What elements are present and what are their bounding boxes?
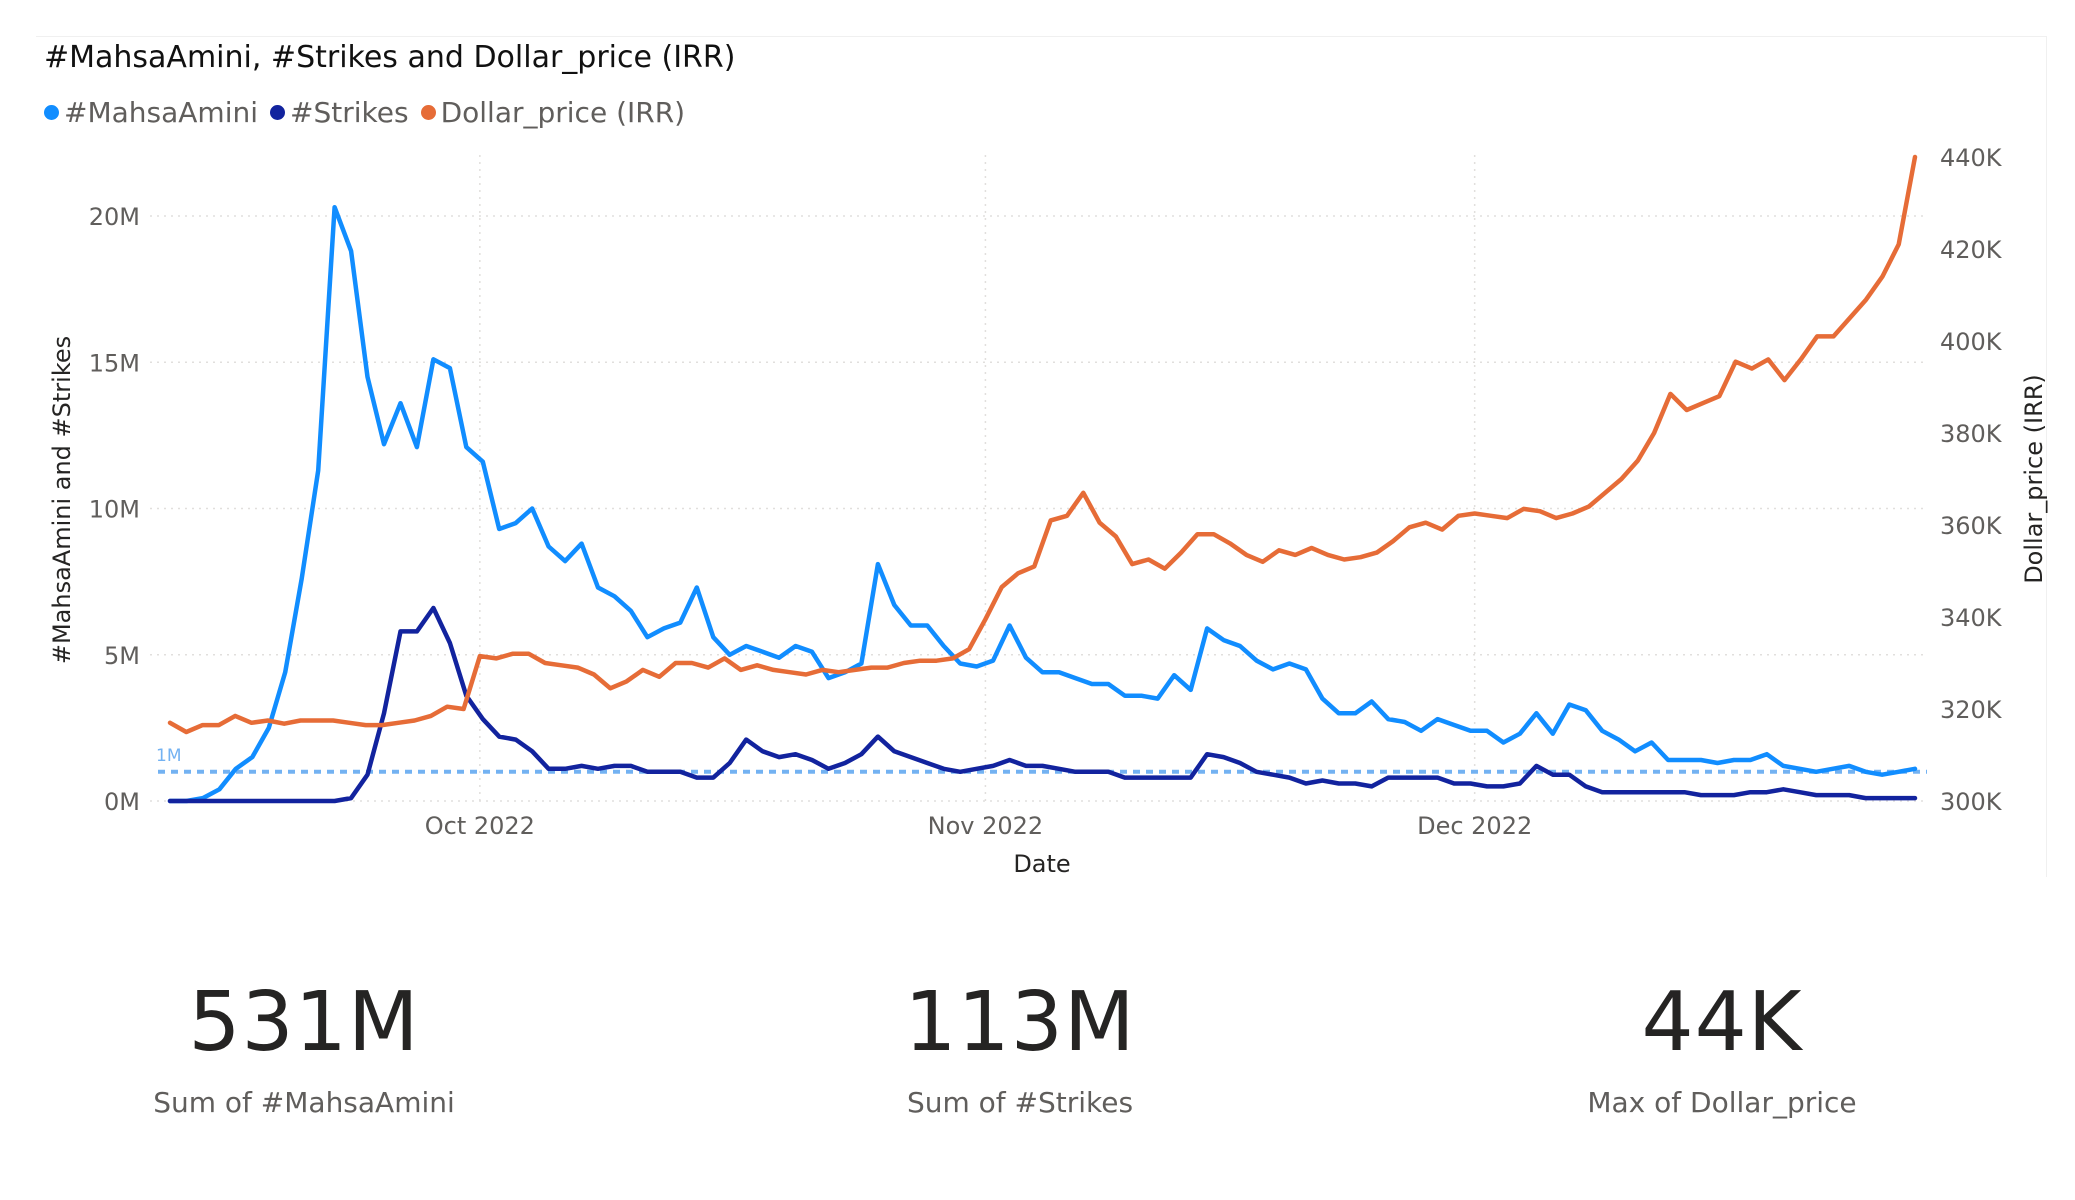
kpi-card-strikes: 113M Sum of #Strikes bbox=[810, 975, 1230, 1120]
kpi-value-dollar-price: 44K bbox=[1641, 975, 1803, 1070]
y-right-tick-label-6: 420K bbox=[1940, 236, 2003, 264]
y-left-tick-label-1: 5M bbox=[104, 642, 140, 670]
chart-title: #MahsaAmini, #Strikes and Dollar_price (… bbox=[44, 40, 736, 75]
legend-label-strikes: #Strikes bbox=[290, 96, 409, 129]
x-tick-label-1: Nov 2022 bbox=[928, 812, 1044, 840]
series-line-dollar-price-irr[interactable] bbox=[167, 154, 1918, 735]
legend-label-dollar-price: Dollar_price (IRR) bbox=[440, 96, 686, 129]
x-tick-label-0: Oct 2022 bbox=[425, 812, 535, 840]
line-chart[interactable]: 0M 5M 10M 15M 20M 300K 320K 340K 360K 380K 400K 420… bbox=[0, 0, 2075, 900]
y-right-tick-label-7: 440K bbox=[1940, 144, 2003, 172]
kpi-label-strikes: Sum of #Strikes bbox=[906, 1086, 1134, 1119]
reference-line-label: 1M bbox=[156, 746, 181, 766]
legend-dot-strikes bbox=[270, 105, 286, 120]
y-right-tick-label-3: 360K bbox=[1940, 512, 2003, 540]
legend-item-strikes[interactable]: #Strikes bbox=[270, 96, 409, 129]
y-left-tick-label-0: 0M bbox=[104, 788, 140, 816]
y-left-tick-label-2: 10M bbox=[89, 496, 140, 524]
series-line-strikes[interactable] bbox=[167, 605, 1918, 804]
chart-visual-frame bbox=[36, 36, 2047, 877]
kpi-label-dollar-price: Max of Dollar_price bbox=[1587, 1086, 1857, 1119]
y-right-tick-label-5: 400K bbox=[1940, 328, 2003, 356]
y-right-tick-label-0: 300K bbox=[1940, 788, 2003, 816]
y-right-tick-label-1: 320K bbox=[1940, 696, 2003, 724]
x-tick-label-2: Dec 2022 bbox=[1417, 812, 1532, 840]
kpi-card-dollar-price: 44K Max of Dollar_price bbox=[1512, 975, 1932, 1120]
y-right-axis-title: Dollar_price (IRR) bbox=[2020, 374, 2048, 584]
kpi-card-mahsaamini: 531M Sum of #MahsaAmini bbox=[94, 975, 514, 1120]
legend-item-dollar-price[interactable]: Dollar_price (IRR) bbox=[420, 96, 686, 129]
chart-legend: #MahsaAmini #Strikes Dollar_price (IRR) bbox=[44, 96, 697, 129]
legend-dot-dollar-price bbox=[420, 105, 436, 120]
legend-item-mahsaamini[interactable]: #MahsaAmini bbox=[44, 96, 258, 129]
y-left-tick-label-4: 20M bbox=[89, 203, 140, 231]
y-left-tick-label-3: 15M bbox=[89, 349, 140, 377]
legend-dot-mahsaamini bbox=[44, 105, 59, 120]
y-right-tick-label-4: 380K bbox=[1940, 420, 2003, 448]
x-axis-title: Date bbox=[1013, 850, 1070, 878]
kpi-value-mahsaamini: 531M bbox=[188, 975, 420, 1070]
series-line-mahsaamini[interactable] bbox=[167, 204, 1918, 804]
kpi-label-mahsaamini: Sum of #MahsaAmini bbox=[153, 1086, 455, 1119]
legend-label-mahsaamini: #MahsaAmini bbox=[64, 96, 259, 129]
y-right-tick-label-2: 340K bbox=[1940, 604, 2003, 632]
kpi-value-strikes: 113M bbox=[904, 975, 1136, 1070]
y-left-axis-title: #MahsaAmini and #Strikes bbox=[48, 336, 76, 664]
